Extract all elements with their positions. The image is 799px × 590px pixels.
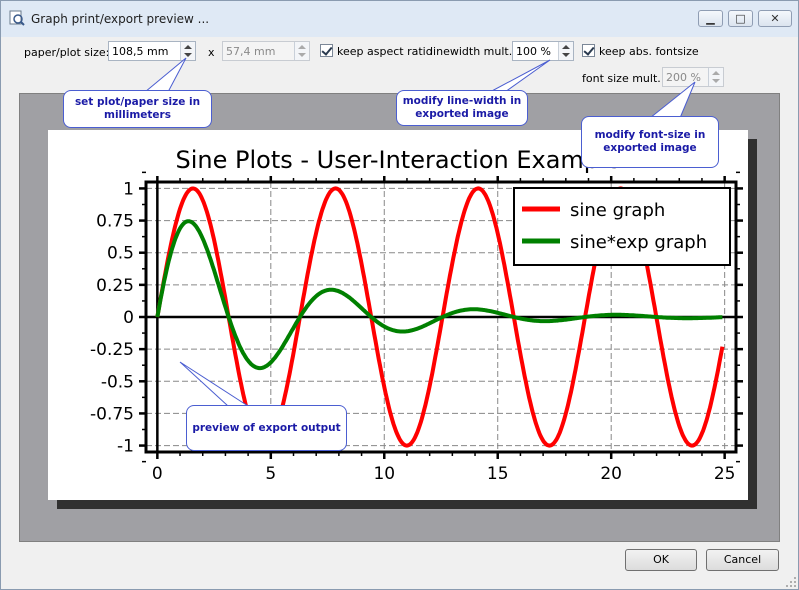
preview-paper: Sine Plots - User-Interaction Example 0 5… xyxy=(48,130,748,500)
spin-arrows[interactable] xyxy=(708,68,723,86)
resize-grip-icon[interactable] xyxy=(785,576,797,588)
series-line-sine-exp xyxy=(155,219,724,371)
title-bar: Graph print/export preview ... ▁ □ ✕ xyxy=(1,1,799,35)
paper-width-value: 108,5 mm xyxy=(112,45,169,58)
fontsize-spinbox[interactable]: 200 % xyxy=(662,67,724,87)
preview-callout: preview of export output xyxy=(186,405,347,451)
linewidth-label: linewidth mult.: xyxy=(430,45,516,58)
y-tick-label: 1 xyxy=(123,179,134,199)
legend-box xyxy=(513,187,731,266)
window-title: Graph print/export preview ... xyxy=(31,12,210,26)
preview-app-icon xyxy=(9,10,25,26)
x-tick-label: 15 xyxy=(487,464,509,484)
minimize-button[interactable]: ▁ xyxy=(698,10,723,27)
paper-height-value: 57,4 mm xyxy=(226,45,276,58)
paper-width-spinbox[interactable]: 108,5 mm xyxy=(108,41,196,61)
linewidth-value: 100 % xyxy=(516,45,551,58)
y-tick-label: 0.25 xyxy=(96,276,134,296)
chart-title: Sine Plots - User-Interaction Example xyxy=(176,146,621,174)
x-tick-label: 5 xyxy=(265,464,276,484)
ok-button[interactable]: OK xyxy=(625,549,697,571)
keep-aspect-checkbox[interactable] xyxy=(320,44,333,57)
x-tick-label: 10 xyxy=(373,464,395,484)
fontsize-value: 200 % xyxy=(666,71,701,84)
maximize-icon: □ xyxy=(735,12,746,25)
y-tick-label: 0.5 xyxy=(107,244,134,264)
cancel-button[interactable]: Cancel xyxy=(706,549,779,571)
legend-label: sine*exp graph xyxy=(570,232,707,253)
y-tick-label: -1 xyxy=(117,437,134,457)
close-icon: ✕ xyxy=(770,12,780,25)
x-tick-label: 20 xyxy=(600,464,622,484)
y-tick-label: -0.75 xyxy=(90,404,134,424)
keep-aspect-label: keep aspect ratio xyxy=(337,45,433,58)
maximize-button[interactable]: □ xyxy=(728,10,753,27)
spin-arrows[interactable] xyxy=(294,42,309,60)
legend-label: sine graph xyxy=(570,200,665,221)
sine-plot: Sine Plots - User-Interaction Example 0 5… xyxy=(90,146,743,484)
y-tick-label: -0.25 xyxy=(90,340,134,360)
minimize-icon: ▁ xyxy=(706,12,715,25)
y-tick-label: -0.5 xyxy=(101,372,134,392)
close-button[interactable]: ✕ xyxy=(758,10,792,27)
linewidth-callout: modify line-width in exported image xyxy=(396,90,528,126)
keep-fontsize-checkbox[interactable] xyxy=(582,44,595,57)
x-tick-label: 25 xyxy=(714,464,736,484)
paper-height-spinbox[interactable]: 57,4 mm xyxy=(222,41,310,61)
y-tick-label: 0.75 xyxy=(96,212,134,232)
spin-arrows[interactable] xyxy=(558,42,573,60)
size-callout: set plot/paper size in millimeters xyxy=(63,90,212,128)
linewidth-spinbox[interactable]: 100 % xyxy=(512,41,574,61)
fontsize-label: font size mult.: xyxy=(582,72,665,85)
keep-fontsize-label: keep abs. fontsize xyxy=(599,45,699,58)
y-tick-label: 0 xyxy=(123,308,134,328)
spin-arrows[interactable] xyxy=(180,42,195,60)
paper-size-label: paper/plot size: xyxy=(24,46,110,59)
x-tick-label: 0 xyxy=(152,464,163,484)
fontsize-callout: modify font-size in exported image xyxy=(581,116,719,168)
times-label: x xyxy=(208,46,215,59)
